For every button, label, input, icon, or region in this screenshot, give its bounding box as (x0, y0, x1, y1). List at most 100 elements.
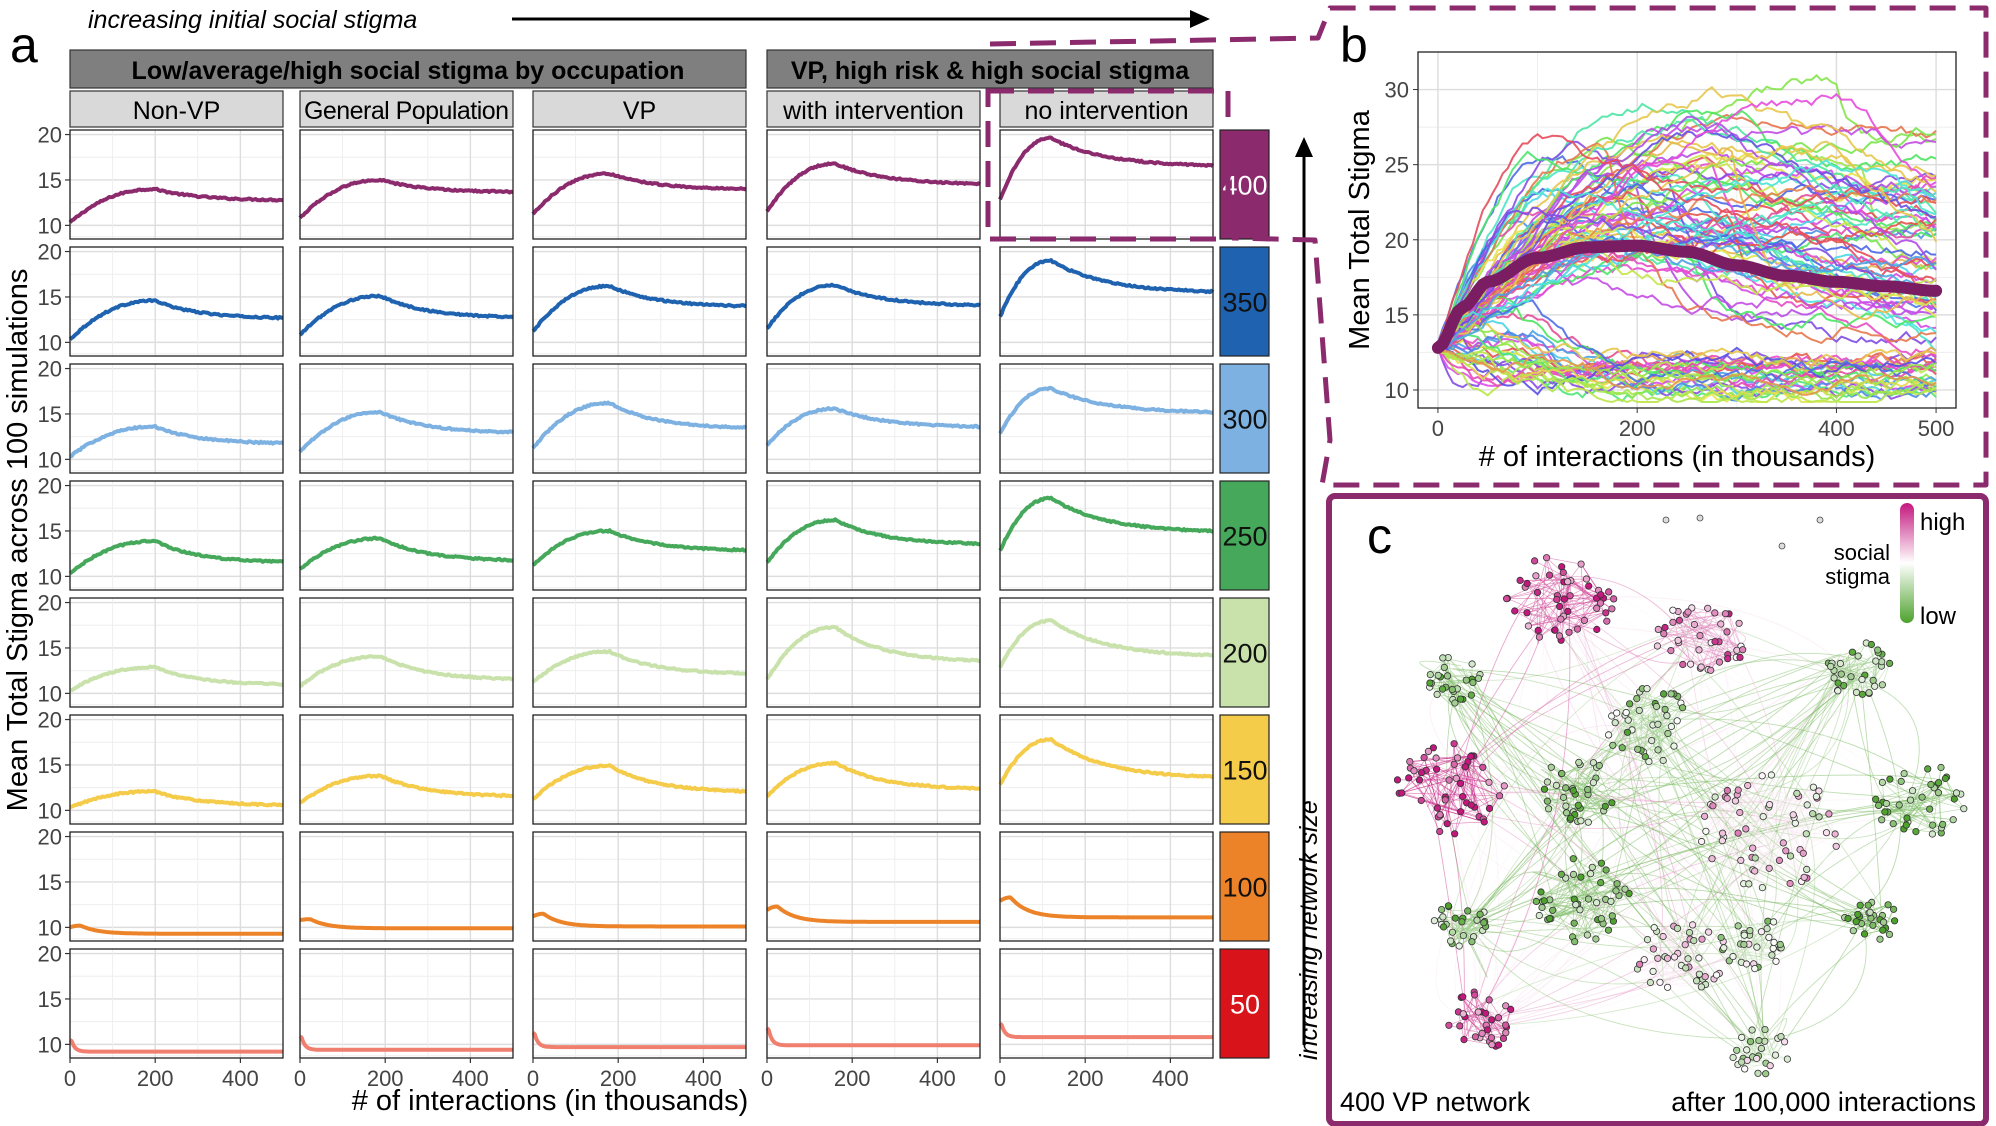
network-edge (1643, 927, 1655, 960)
facet-border (999, 363, 1214, 474)
network-node (1648, 736, 1656, 745)
simulation-line-66 (1436, 165, 1937, 345)
network-node (1844, 914, 1852, 923)
network-edge (1442, 679, 1701, 956)
x-tick-label: 200 (367, 1066, 404, 1091)
network-edge (1444, 667, 1458, 689)
network-edge (1542, 611, 1876, 932)
network-node (1687, 660, 1695, 668)
network-node (1918, 793, 1926, 801)
network-edge (1938, 782, 1955, 800)
x-tick-label: 200 (1619, 416, 1656, 441)
network-node (1762, 1070, 1770, 1078)
network-node (1567, 814, 1575, 822)
facet-r1-c1 (68, 129, 284, 240)
network-edge (1577, 603, 1941, 814)
simulation-line-91 (1437, 351, 1937, 404)
facet-bg (533, 364, 746, 473)
network-edge (1843, 674, 1920, 807)
network-edge (1585, 668, 1858, 776)
facet-border (299, 831, 514, 942)
network-node (1856, 901, 1864, 909)
network-node (1675, 616, 1684, 624)
mean-curve (1431, 239, 1943, 354)
network-node (1654, 625, 1662, 634)
network-edge (1699, 613, 1730, 636)
network-node (1462, 676, 1470, 684)
simulation-line-95 (1437, 140, 1938, 352)
network-edge (1748, 813, 1813, 885)
facet-r3-c2 (298, 363, 514, 474)
network-node (1569, 870, 1578, 879)
network-edge (1439, 766, 1466, 832)
size-strip-200 (1219, 597, 1270, 708)
facet-r5-c3 (531, 597, 747, 708)
network-node (1653, 642, 1662, 650)
network-node (1670, 953, 1679, 961)
network-edge (1568, 597, 1597, 633)
network-node (1570, 919, 1578, 927)
network-node (1757, 1044, 1766, 1053)
network-edge (1492, 666, 1852, 1020)
network-node (1584, 895, 1593, 903)
column-strip-3 (532, 90, 747, 128)
network-edge (1758, 804, 1921, 957)
network-edge (1852, 652, 1863, 680)
group-header-1 (69, 49, 747, 89)
network-edge (1912, 790, 1933, 835)
network-node (1707, 666, 1715, 674)
network-edge (1473, 755, 1500, 796)
network-node (1852, 917, 1860, 926)
network-node (1754, 1069, 1762, 1077)
facet-bg (70, 481, 283, 590)
network-edge (1745, 817, 1795, 830)
network-cluster-16 (1729, 1026, 1792, 1078)
network-node (1695, 954, 1703, 962)
network-edge (1453, 743, 1490, 809)
series-line-50-1 (68, 1038, 284, 1054)
network-edge (1935, 785, 1957, 794)
network-node (1474, 1008, 1482, 1016)
facet-border (299, 246, 514, 357)
network-node (1557, 870, 1566, 878)
network-edge (1409, 761, 1461, 812)
series-line-250-3 (531, 528, 747, 567)
network-edge (1568, 580, 1572, 633)
network-node (1540, 897, 1548, 905)
network-node (1729, 952, 1737, 961)
network-node (1848, 648, 1857, 656)
network-node (1566, 592, 1574, 600)
network-node (1751, 964, 1759, 973)
network-node (1485, 804, 1494, 813)
network-node (1471, 991, 1479, 999)
network-node (1742, 825, 1750, 833)
network-cluster-11 (1532, 855, 1633, 946)
network-node (1713, 971, 1721, 979)
network-edge (1701, 841, 1744, 884)
network-edge (1463, 676, 1758, 938)
facet-border (532, 714, 747, 825)
facet-r4-c4 (765, 480, 981, 591)
series-line-250-5 (998, 495, 1214, 552)
series-line-300-1 (69, 423, 284, 459)
facet-border (299, 129, 514, 240)
network-edge (1541, 888, 1626, 908)
network-node (1679, 704, 1687, 712)
network-node (1545, 571, 1554, 579)
network-edge (1544, 767, 1552, 790)
network-node (1767, 771, 1776, 779)
network-node (1924, 765, 1932, 773)
network-edge (1723, 785, 1749, 838)
network-edge (1859, 905, 1865, 935)
network-edge (1563, 797, 1606, 807)
network-node (1445, 1021, 1453, 1029)
facet-r2-c1 (68, 246, 284, 357)
network-node (1643, 684, 1651, 693)
network-edge (1725, 796, 1770, 869)
network-node (1444, 902, 1453, 910)
network-edge (1653, 948, 1661, 983)
network-edge (1694, 624, 1743, 651)
network-node (1602, 866, 1610, 874)
network-edge (1664, 627, 1728, 655)
network-edge (1631, 706, 1657, 731)
